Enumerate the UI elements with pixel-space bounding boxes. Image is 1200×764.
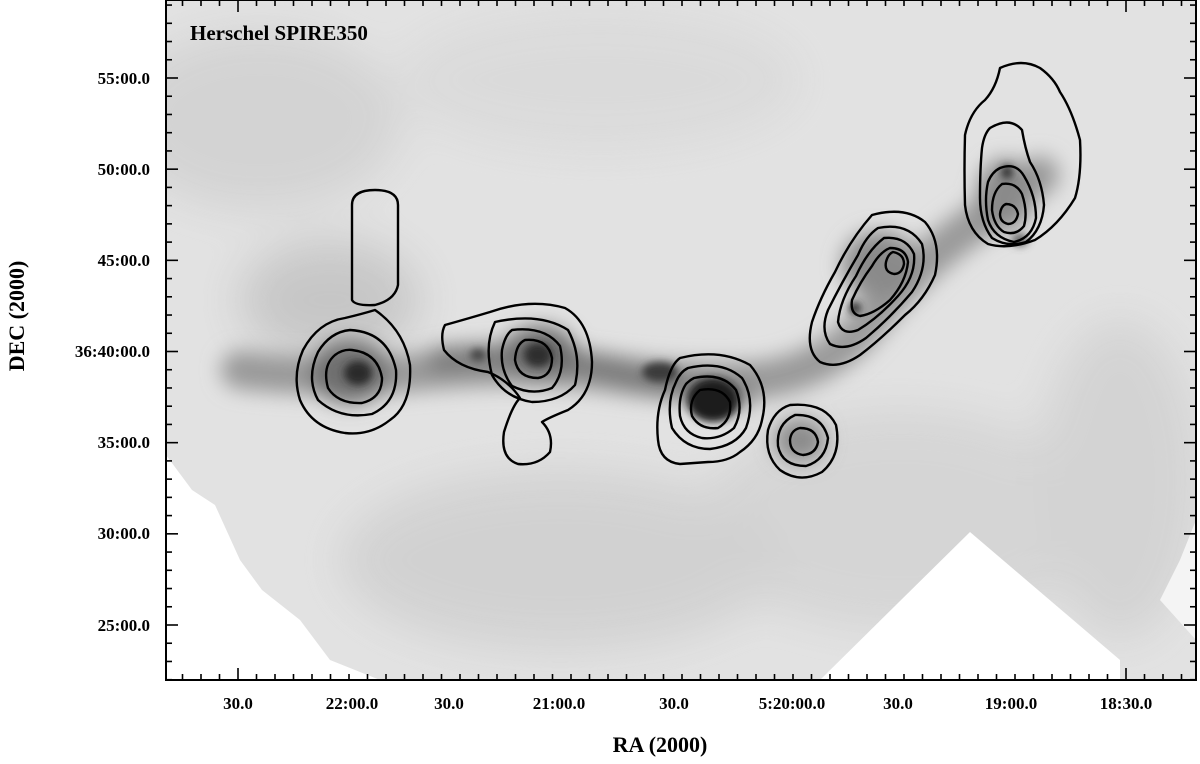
contour-center-west-inner — [513, 338, 554, 380]
x-tick-label: 22:00.0 — [326, 694, 378, 713]
contour-north-inner — [998, 202, 1020, 226]
contour-center-inner — [689, 388, 732, 430]
contour-west-outer — [295, 308, 412, 435]
contour-center-west-outer — [441, 302, 594, 466]
panel-title: Herschel SPIRE350 — [190, 21, 368, 45]
contour-northeast-mid1 — [823, 225, 925, 349]
y-tick-label: 36:40:00.0 — [75, 342, 150, 361]
x-tick-label: 19:00.0 — [985, 694, 1037, 713]
contour-north-outer — [963, 61, 1082, 248]
contour-northeast-inner — [884, 250, 906, 276]
contour-north-mid3 — [990, 182, 1027, 235]
contour-north-mid2 — [984, 165, 1038, 244]
herschel-image — [166, 0, 1196, 680]
contour-overlay — [295, 61, 1082, 479]
contour-center-mid2 — [678, 375, 741, 440]
axis-ticks — [166, 0, 1196, 681]
x-tick-label: 30.0 — [434, 694, 464, 713]
y-tick-label: 35:00.0 — [98, 433, 150, 452]
contour-northeast-mid2 — [836, 236, 916, 333]
contour-west-inner — [324, 348, 384, 405]
x-tick-labels: 30.0 22:00.0 30.0 21:00.0 30.0 5:20:00.0… — [223, 694, 1152, 713]
contour-northeast-outer — [808, 210, 939, 366]
x-tick-label: 18:30.0 — [1100, 694, 1152, 713]
y-tick-label: 30:00.0 — [98, 524, 150, 543]
contour-northeast-mid3 — [850, 246, 910, 318]
contour-south-outer — [766, 403, 839, 479]
y-tick-label: 50:00.0 — [98, 160, 150, 179]
x-axis-title: RA (2000) — [613, 732, 708, 757]
x-tick-label: 5:20:00.0 — [759, 694, 826, 713]
contour-west-stalk — [350, 188, 400, 307]
y-tick-label: 55:00.0 — [98, 69, 150, 88]
y-axis-title: DEC (2000) — [4, 261, 29, 372]
x-tick-label: 30.0 — [883, 694, 913, 713]
contour-center-outer — [656, 353, 766, 466]
contour-center-west-mid1 — [487, 317, 579, 404]
y-tick-labels: 55:00.0 50:00.0 45:00.0 36:40:00.0 35:00… — [75, 69, 150, 635]
x-tick-label: 30.0 — [223, 694, 253, 713]
contour-south-mid — [776, 413, 830, 468]
contour-south-inner — [788, 426, 820, 457]
y-tick-label: 25:00.0 — [98, 616, 150, 635]
x-tick-label: 30.0 — [659, 694, 689, 713]
contour-north-mid1 — [978, 121, 1046, 246]
contour-center-west-mid2 — [500, 328, 563, 393]
x-tick-label: 21:00.0 — [533, 694, 585, 713]
plot-frame — [165, 0, 1197, 681]
contour-center-mid1 — [668, 364, 752, 451]
y-tick-label: 45:00.0 — [98, 251, 150, 270]
contour-west-mid — [310, 328, 398, 417]
